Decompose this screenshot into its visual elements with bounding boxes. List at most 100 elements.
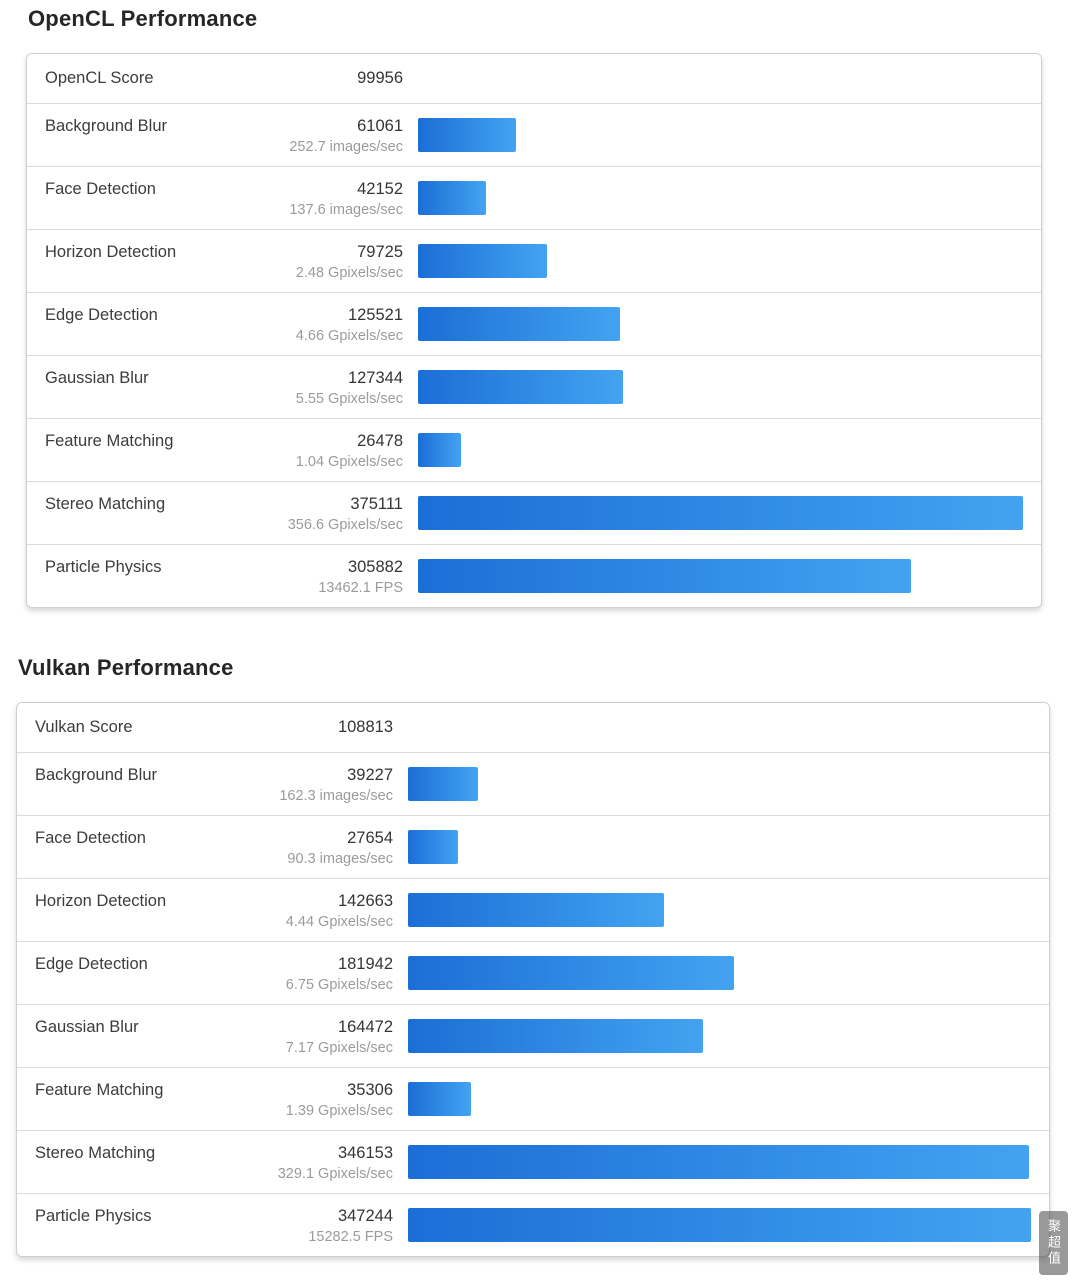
row-rate: 6.75 Gpixels/sec <box>285 977 393 993</box>
row-label: Stereo Matching <box>45 495 166 513</box>
benchmark-row: Gaussian Blur 164472 7.17 Gpixels/sec <box>17 1004 1049 1067</box>
bar-track <box>418 181 1023 215</box>
row-metrics: 39227 162.3 images/sec <box>225 753 393 815</box>
row-bar <box>418 181 486 215</box>
row-label: Feature Matching <box>35 1081 164 1099</box>
row-bar <box>418 118 517 152</box>
row-rate: 7.17 Gpixels/sec <box>285 1040 393 1056</box>
bar-track <box>408 1019 1031 1053</box>
row-label: Gaussian Blur <box>35 1018 139 1036</box>
row-score: 79725 <box>357 243 403 261</box>
row-rate: 15282.5 FPS <box>308 1229 393 1245</box>
row-score: 39227 <box>347 766 393 784</box>
benchmark-row: Horizon Detection 79725 2.48 Gpixels/sec <box>27 229 1041 292</box>
score-value: 99956 <box>357 69 403 87</box>
benchmark-row: Edge Detection 125521 4.66 Gpixels/sec <box>27 292 1041 355</box>
row-bar <box>408 1145 1030 1179</box>
row-rate: 1.04 Gpixels/sec <box>295 454 403 470</box>
section-title: OpenCL Performance <box>28 6 258 31</box>
benchmark-section: Vulkan Performance Vulkan Score 108813 B… <box>16 655 1050 1257</box>
benchmark-row: Face Detection 27654 90.3 images/sec <box>17 815 1049 878</box>
row-metrics: 346153 329.1 Gpixels/sec <box>225 1131 393 1193</box>
row-metrics: 375111 356.6 Gpixels/sec <box>235 482 403 544</box>
bar-track <box>418 496 1023 530</box>
bar-track <box>408 893 1031 927</box>
bar-track <box>408 830 1031 864</box>
row-score: 35306 <box>347 1081 393 1099</box>
row-bar <box>408 767 479 801</box>
row-label: Face Detection <box>45 180 156 198</box>
benchmark-row: Feature Matching 35306 1.39 Gpixels/sec <box>17 1067 1049 1130</box>
row-bar <box>418 244 547 278</box>
row-metrics: 142663 4.44 Gpixels/sec <box>225 879 393 941</box>
bar-track <box>418 559 1023 593</box>
row-metrics: 42152 137.6 images/sec <box>235 167 403 229</box>
row-score: 375111 <box>350 495 403 513</box>
row-bar <box>418 370 624 404</box>
benchmark-row: Gaussian Blur 127344 5.55 Gpixels/sec <box>27 355 1041 418</box>
row-rate: 2.48 Gpixels/sec <box>295 265 403 281</box>
watermark: 聚超值 <box>1039 1211 1068 1275</box>
row-score: 27654 <box>347 829 393 847</box>
benchmark-row: Edge Detection 181942 6.75 Gpixels/sec <box>17 941 1049 1004</box>
bar-track <box>408 1082 1031 1116</box>
benchmark-row: Stereo Matching 375111 356.6 Gpixels/sec <box>27 481 1041 544</box>
row-score: 125521 <box>347 306 403 324</box>
row-label: Background Blur <box>35 766 157 784</box>
benchmark-row: Particle Physics 347244 15282.5 FPS <box>17 1193 1049 1256</box>
benchmark-row: Particle Physics 305882 13462.1 FPS <box>27 544 1041 607</box>
row-rate: 162.3 images/sec <box>279 788 393 804</box>
bar-track <box>408 1145 1031 1179</box>
report: OpenCL Performance OpenCL Score 99956 Ba… <box>0 6 1080 1257</box>
row-metrics: 127344 5.55 Gpixels/sec <box>235 356 403 418</box>
rows: Background Blur 61061 252.7 images/sec F… <box>27 103 1041 607</box>
score-row: OpenCL Score 99956 <box>27 54 1041 103</box>
row-score: 61061 <box>357 117 403 135</box>
row-score: 42152 <box>357 180 403 198</box>
row-rate: 13462.1 FPS <box>318 580 403 596</box>
benchmark-row: Background Blur 39227 162.3 images/sec <box>17 752 1049 815</box>
row-score: 346153 <box>337 1144 393 1162</box>
benchmark-row: Horizon Detection 142663 4.44 Gpixels/se… <box>17 878 1049 941</box>
benchmark-card: Vulkan Score 108813 Background Blur 3922… <box>16 702 1050 1257</box>
row-bar <box>408 830 458 864</box>
row-metrics: 35306 1.39 Gpixels/sec <box>225 1068 393 1130</box>
benchmark-row: Face Detection 42152 137.6 images/sec <box>27 166 1041 229</box>
row-rate: 356.6 Gpixels/sec <box>287 517 403 533</box>
benchmark-row: Stereo Matching 346153 329.1 Gpixels/sec <box>17 1130 1049 1193</box>
row-score: 347244 <box>337 1207 393 1225</box>
score-value: 108813 <box>337 718 393 736</box>
row-label: Particle Physics <box>35 1207 152 1225</box>
bar-track <box>418 244 1023 278</box>
score-label: OpenCL Score <box>45 69 154 87</box>
row-rate: 5.55 Gpixels/sec <box>295 391 403 407</box>
section-title: Vulkan Performance <box>18 655 234 680</box>
row-bar <box>418 496 1023 530</box>
row-bar <box>408 893 664 927</box>
row-bar <box>418 559 912 593</box>
row-metrics: 61061 252.7 images/sec <box>235 104 403 166</box>
row-rate: 4.66 Gpixels/sec <box>295 328 403 344</box>
row-metrics: 125521 4.66 Gpixels/sec <box>235 293 403 355</box>
row-score: 164472 <box>337 1018 393 1036</box>
bar-track <box>408 767 1031 801</box>
row-metrics: 181942 6.75 Gpixels/sec <box>225 942 393 1004</box>
row-label: Background Blur <box>45 117 167 135</box>
bar-track <box>418 433 1023 467</box>
row-rate: 329.1 Gpixels/sec <box>277 1166 393 1182</box>
row-rate: 1.39 Gpixels/sec <box>285 1103 393 1119</box>
benchmark-row: Background Blur 61061 252.7 images/sec <box>27 103 1041 166</box>
row-score: 181942 <box>337 955 393 973</box>
row-metrics: 79725 2.48 Gpixels/sec <box>235 230 403 292</box>
row-label: Particle Physics <box>45 558 162 576</box>
row-score: 142663 <box>337 892 393 910</box>
row-label: Gaussian Blur <box>45 369 149 387</box>
row-metrics: 26478 1.04 Gpixels/sec <box>235 419 403 481</box>
benchmark-row: Feature Matching 26478 1.04 Gpixels/sec <box>27 418 1041 481</box>
row-metrics: 305882 13462.1 FPS <box>235 545 403 607</box>
benchmark-card: OpenCL Score 99956 Background Blur 61061… <box>26 53 1042 608</box>
bar-track <box>408 1208 1031 1242</box>
row-bar <box>418 307 621 341</box>
row-bar <box>408 956 735 990</box>
row-rate: 137.6 images/sec <box>289 202 403 218</box>
